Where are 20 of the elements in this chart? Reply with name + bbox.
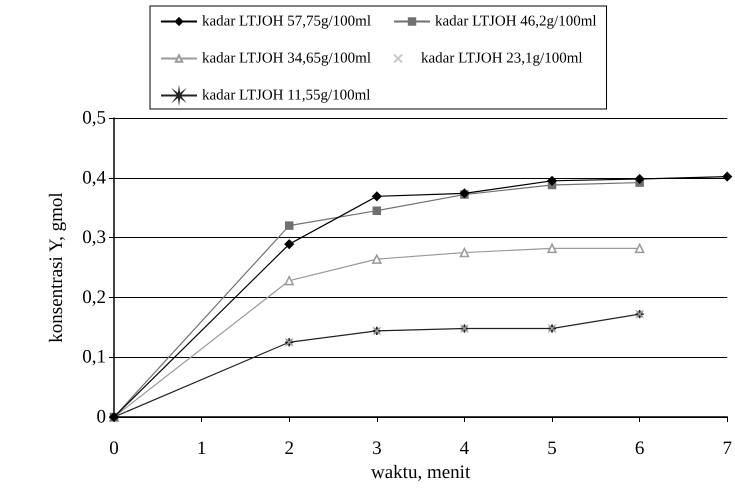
y-tick-label: 0 bbox=[96, 406, 106, 428]
y-tick-label: 0,3 bbox=[82, 227, 106, 248]
y-axis-title: konsentrasi Y, gmol bbox=[46, 192, 67, 343]
x-tick-label: 7 bbox=[722, 438, 732, 459]
legend-label: kadar LTJOH 34,65g/100ml bbox=[202, 50, 372, 66]
x-tick-label: 6 bbox=[634, 438, 644, 459]
y-tick-label: 0,4 bbox=[82, 167, 106, 188]
legend-label: kadar LTJOH 46,2g/100ml bbox=[435, 14, 597, 30]
x-tick-label: 2 bbox=[284, 438, 294, 459]
legend-label: kadar LTJOH 57,75g/100ml bbox=[202, 14, 372, 30]
y-tick-label: 0,1 bbox=[82, 346, 106, 368]
x-tick-label: 3 bbox=[372, 438, 382, 459]
legend-label: kadar LTJOH 11,55g/100ml bbox=[202, 88, 370, 104]
x-tick-label: 4 bbox=[460, 438, 470, 459]
legend-label: kadar LTJOH 23,1g/100ml bbox=[421, 50, 583, 66]
x-axis-title: waktu, menit bbox=[371, 462, 471, 483]
y-tick-label: 0,5 bbox=[82, 108, 106, 128]
x-tick-label: 5 bbox=[547, 438, 557, 459]
y-tick-label: 0,2 bbox=[82, 286, 106, 308]
x-tick-label: 1 bbox=[196, 438, 206, 459]
